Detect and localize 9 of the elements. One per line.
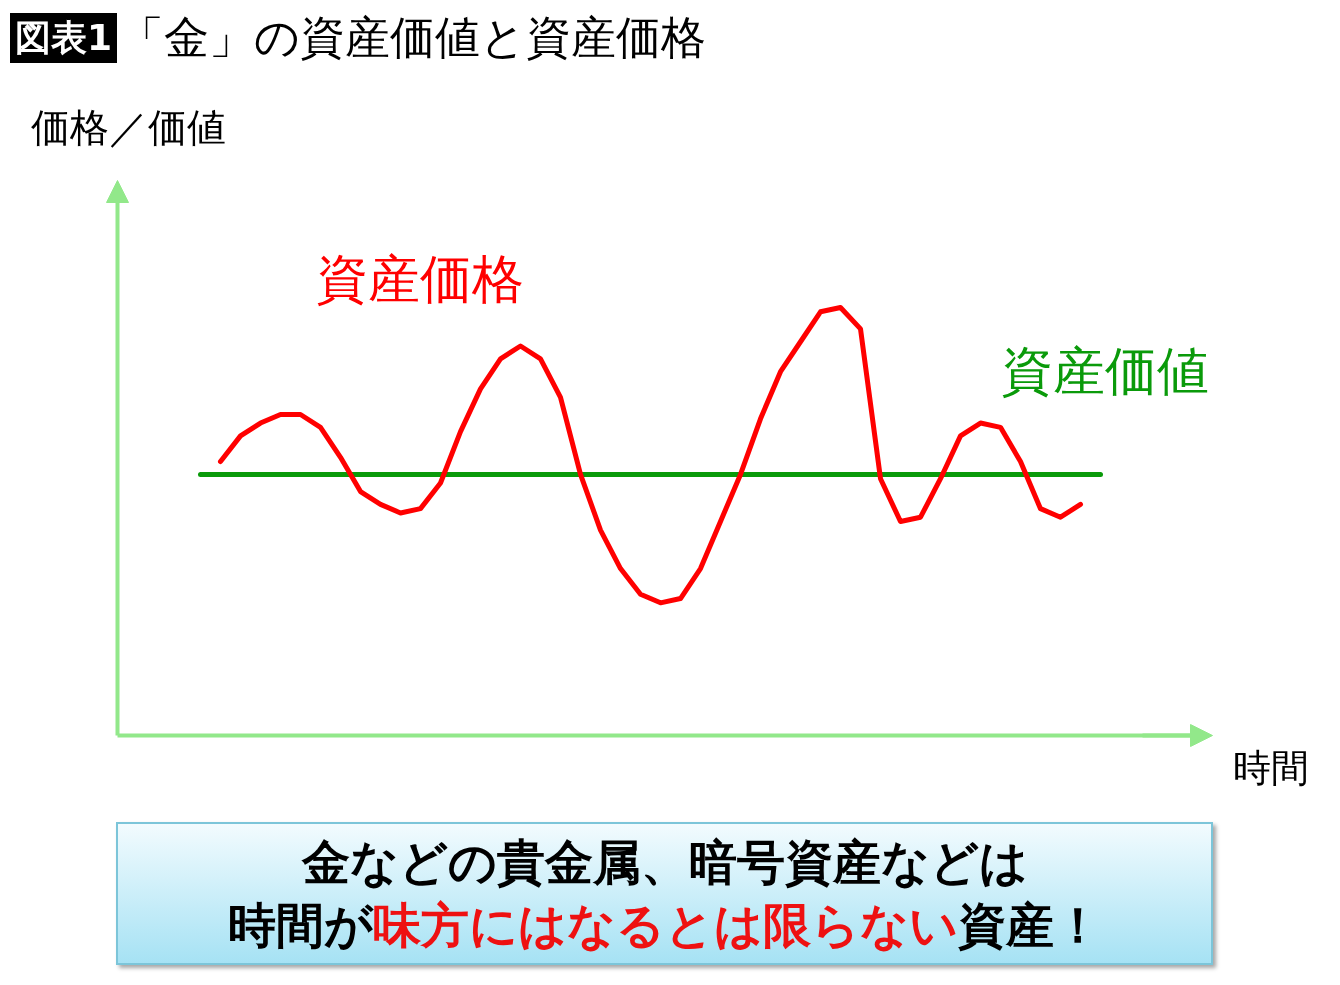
text: 図表1 — [10, 13, 118, 63]
series-label: 資産価値 — [1000, 340, 1209, 401]
chart-title: 「金」の資産価値と資産価格 — [119, 9, 707, 66]
x-axis-title: 時間 — [1232, 745, 1309, 790]
y-axis-title: 価格／価値 — [30, 105, 226, 150]
text: 金などの貴金属、暗号資産などは — [300, 833, 1029, 892]
series-label: 資産価格 — [315, 248, 524, 309]
text: 時間が — [227, 897, 373, 953]
text: 資産！ — [957, 897, 1102, 953]
